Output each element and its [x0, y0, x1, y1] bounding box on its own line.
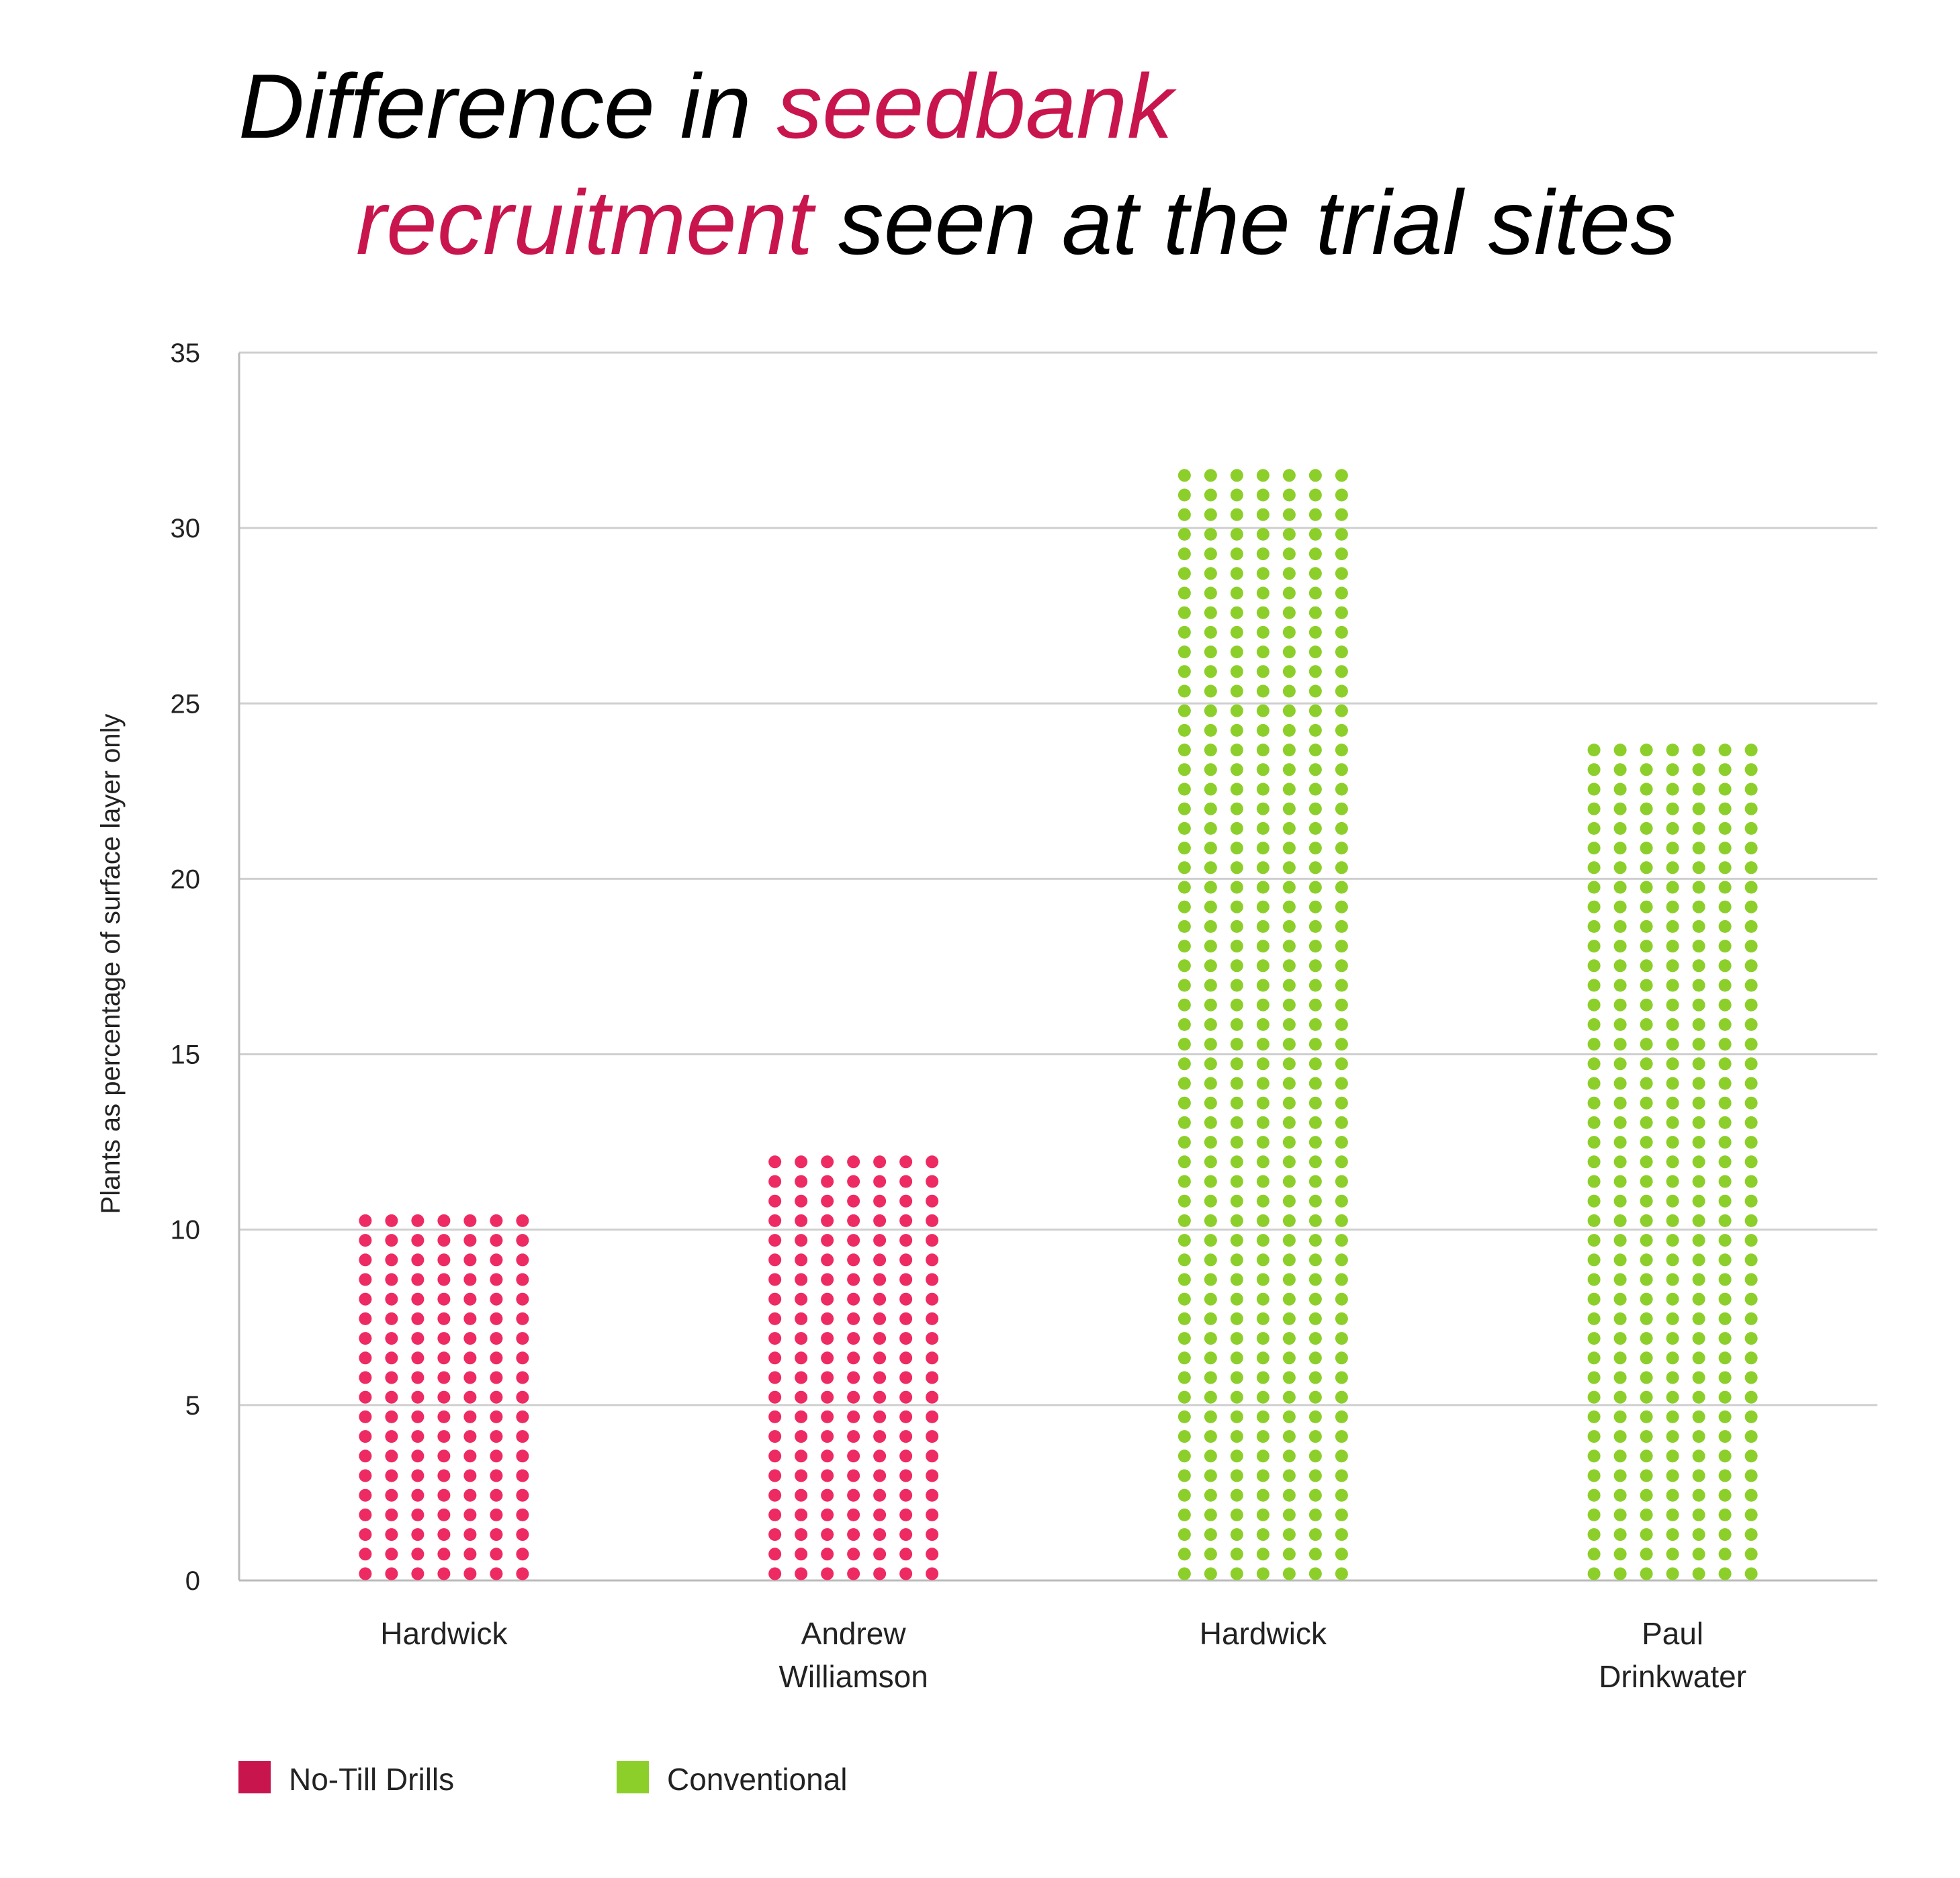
- legend-label-conventional: Conventional: [667, 1762, 848, 1797]
- y-tick-label: 10: [171, 1216, 201, 1245]
- x-tick-label: Paul: [1642, 1616, 1703, 1651]
- x-tick-label: Andrew: [801, 1616, 907, 1651]
- chart-title-line-2: recruitment seen at the trial sites: [356, 171, 1676, 273]
- y-tick-label: 5: [185, 1391, 200, 1421]
- y-tick-label: 35: [171, 339, 201, 368]
- bar-4: [1587, 744, 1758, 1580]
- legend-swatch-no-till-drills: [238, 1761, 271, 1793]
- legend: No-Till Drills Conventional: [238, 1761, 848, 1797]
- title-part-4: seen at the trial sites: [813, 171, 1676, 273]
- legend-label-no-till-drills: No-Till Drills: [289, 1762, 454, 1797]
- y-tick-label: 30: [171, 514, 201, 543]
- title-part-1: Difference in: [238, 55, 776, 157]
- x-tick-label: Williamson: [778, 1659, 928, 1694]
- y-tick-label: 20: [171, 864, 201, 894]
- bar-2: [768, 1155, 939, 1580]
- y-tick-label: 0: [185, 1566, 200, 1596]
- title-part-2: seedbank: [776, 55, 1177, 157]
- bar-3: [1177, 469, 1348, 1580]
- legend-swatch-conventional: [617, 1761, 649, 1793]
- y-tick-labels: 0 5 10 15 20 25 30 35: [171, 339, 201, 1596]
- bar-1: [359, 1214, 529, 1580]
- y-tick-label: 15: [171, 1040, 201, 1070]
- x-tick-labels: Hardwick Andrew Williamson Hardwick Paul Drin…: [380, 1616, 1746, 1694]
- x-tick-label: Hardwick: [380, 1616, 508, 1651]
- y-axis-label: Plants as percentage of surface layer on…: [96, 714, 126, 1214]
- chart-title-line-1: Difference in seedbank: [238, 55, 1177, 157]
- gridlines: [238, 351, 1877, 1582]
- title-part-3: recruitment: [356, 171, 816, 273]
- x-tick-label: Hardwick: [1200, 1616, 1327, 1651]
- bars: [359, 469, 1758, 1580]
- x-tick-label: Drinkwater: [1599, 1659, 1746, 1694]
- y-tick-label: 25: [171, 689, 201, 719]
